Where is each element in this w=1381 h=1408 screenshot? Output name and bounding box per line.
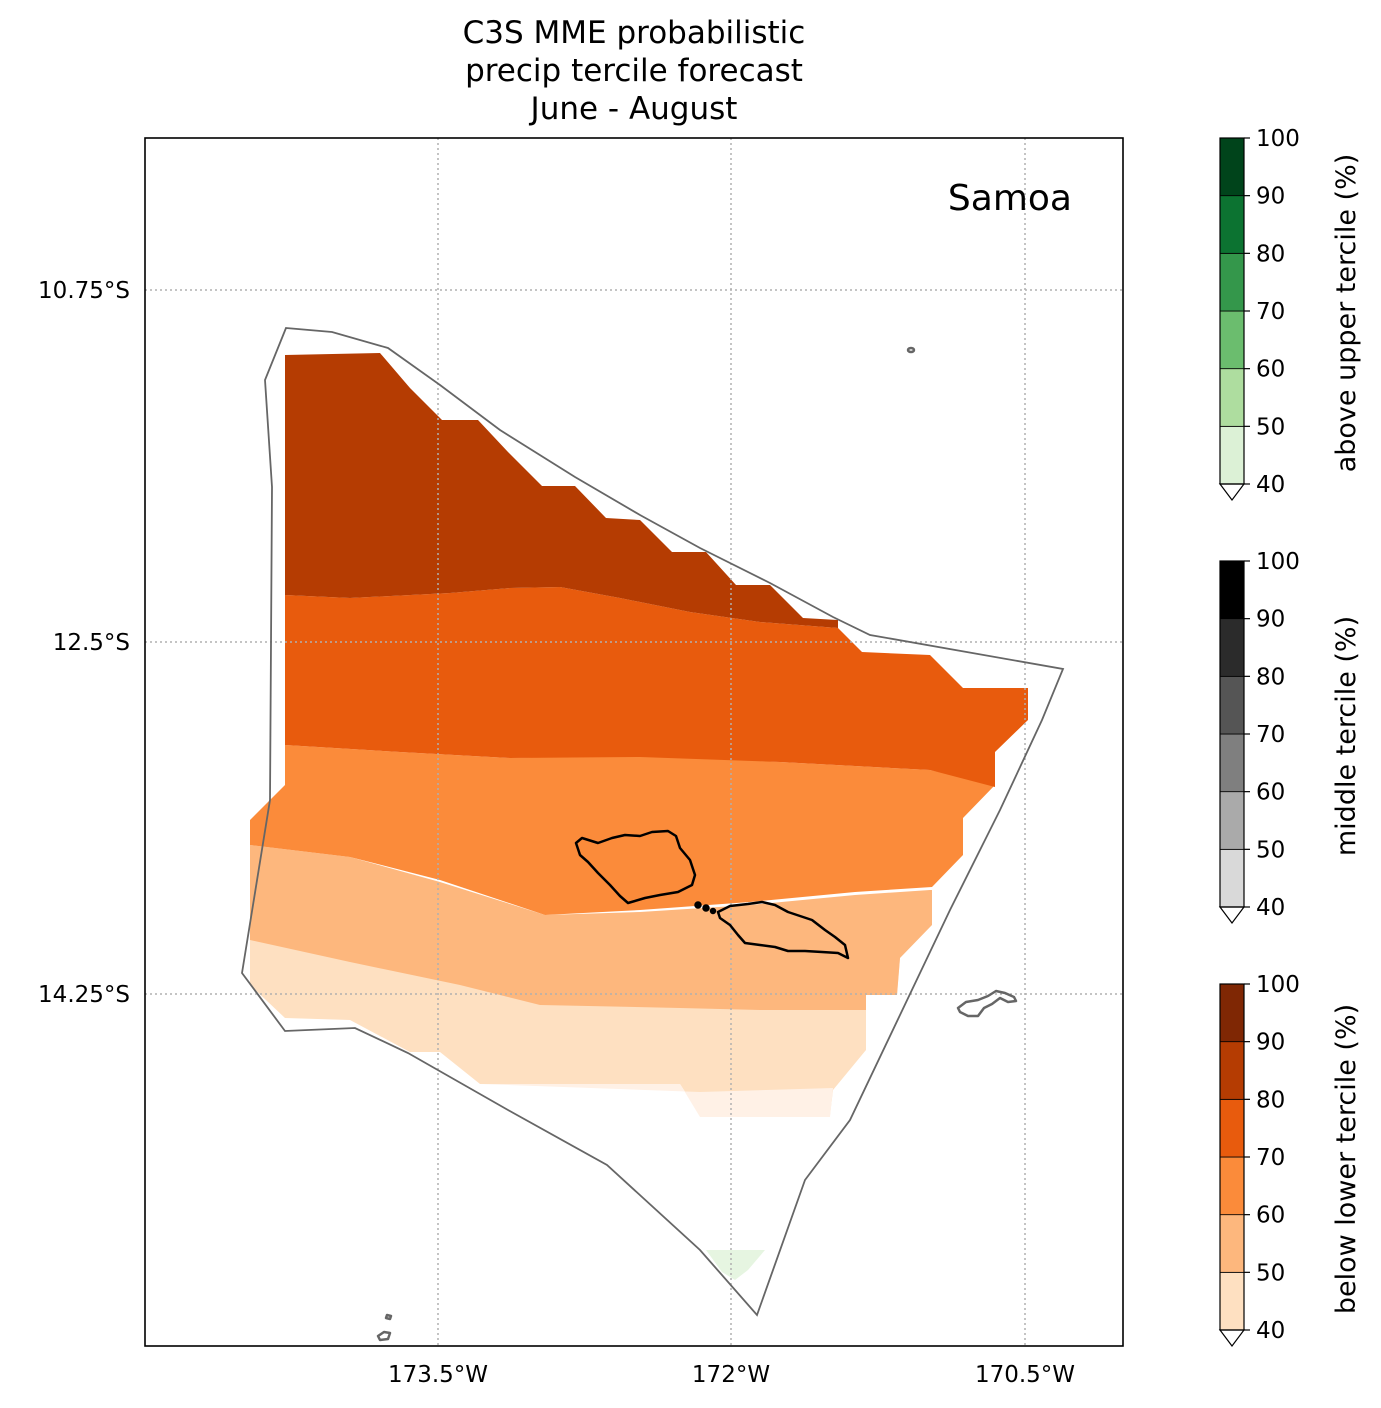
- colorbar-tick-label: 80: [1256, 241, 1285, 267]
- lon-tick-labels: 173.5°W 172°W 170.5°W: [388, 1362, 1075, 1388]
- map-frame: [144, 137, 1124, 1347]
- colorbar-tick-label: 90: [1256, 607, 1285, 633]
- colorbar-swatch: [1219, 1271, 1245, 1331]
- lon-tick-label: 170.5°W: [975, 1362, 1075, 1388]
- colorbar-swatch: [1219, 1041, 1245, 1100]
- manono-islet: [694, 901, 702, 909]
- colorbar-swatch: [1219, 368, 1245, 427]
- colorbar-label: above upper tercile (%): [1331, 154, 1362, 473]
- colorbar-swatch: [1219, 733, 1245, 793]
- swains-island: [906, 346, 916, 354]
- colorbar-swatch: [1219, 425, 1245, 485]
- colorbar-tick-label: 90: [1256, 184, 1285, 210]
- neighbor-islands: [376, 346, 1018, 1342]
- lat-tick-label: 12.5°S: [53, 630, 130, 656]
- wallis-futuna-islands: [376, 1313, 393, 1342]
- colorbar-swatch: [1219, 1156, 1245, 1216]
- lat-tick-labels: 10.75°S 12.5°S 14.25°S: [38, 278, 130, 1008]
- map-panel: Samoa: [144, 137, 1124, 1347]
- colorbar-tick-label: 100: [1256, 549, 1300, 575]
- colorbar-tick-label: 60: [1256, 780, 1285, 806]
- colorbar-extend-arrow: [1218, 1329, 1246, 1347]
- colorbar-tick-label: 70: [1256, 299, 1285, 325]
- colorbar-tick-label: 40: [1256, 1318, 1285, 1344]
- colorbar-3: 40 50 60 70 80 90 100 below lower tercile (%): [1218, 972, 1362, 1347]
- samoa-coastline: [574, 829, 850, 960]
- band-60-70: [250, 745, 995, 915]
- colorbar-tick-label: 40: [1256, 472, 1285, 498]
- savaii-island: [574, 829, 697, 905]
- colorbar-swatch: [1219, 983, 1245, 1043]
- tutuila-island: [956, 989, 1018, 1018]
- colorbar-tick-label: 70: [1256, 722, 1285, 748]
- colorbar-tick-label: 90: [1256, 1030, 1285, 1056]
- lat-tick-label: 14.25°S: [38, 982, 130, 1008]
- colorbar-tick-label: 60: [1256, 357, 1285, 383]
- region-label: Samoa: [948, 178, 1072, 219]
- colorbar-tick-label: 50: [1256, 414, 1285, 440]
- colorbar-extend-arrow: [1218, 483, 1246, 501]
- colorbar-swatch: [1219, 618, 1245, 677]
- band-80-90: [285, 353, 838, 628]
- colorbar-1: 40 50 60 70 80 90 100 above upper tercile (%): [1218, 126, 1362, 501]
- colorbar-swatch: [1219, 1214, 1245, 1273]
- colorbar-swatch: [1219, 310, 1245, 370]
- colorbar-swatch: [1219, 195, 1245, 254]
- colorbar-tick-label: 80: [1256, 1087, 1285, 1113]
- colorbar-tick-label: 50: [1256, 1260, 1285, 1286]
- islet: [709, 907, 717, 915]
- colorbar-swatch: [1219, 675, 1245, 735]
- colorbar-tick-label: 80: [1256, 664, 1285, 690]
- colorbar-tick-label: 70: [1256, 1145, 1285, 1171]
- colorbar-swatch: [1219, 560, 1245, 620]
- band-70-80: [285, 587, 1028, 787]
- lat-tick-label: 10.75°S: [38, 278, 130, 304]
- lon-tick-label: 172°W: [692, 1362, 770, 1388]
- colorbar-swatch: [1219, 791, 1245, 850]
- chart-title: C3S MME probabilistic precip tercile for…: [145, 14, 1123, 128]
- colorbar-label: middle tercile (%): [1331, 616, 1362, 856]
- gridlines: [145, 138, 1123, 1346]
- colorbar-tick-label: 60: [1256, 1203, 1285, 1229]
- apolima-islet: [702, 904, 710, 912]
- lon-tick-label: 173.5°W: [388, 1362, 488, 1388]
- colorbar-tick-label: 50: [1256, 837, 1285, 863]
- colorbar-swatch: [1219, 137, 1245, 197]
- title-line-1: C3S MME probabilistic: [462, 15, 806, 51]
- forecast-bands: [250, 353, 1028, 1280]
- colorbar-extend-arrow: [1218, 906, 1246, 924]
- colorbar-swatch: [1219, 1098, 1245, 1158]
- band-40-50-edge: [480, 1084, 833, 1117]
- colorbar-swatch: [1219, 252, 1245, 312]
- colorbar-2: 40 50 60 70 80 90 100 middle tercile (%): [1218, 549, 1362, 924]
- title-line-2: precip tercile forecast: [465, 53, 803, 89]
- colorbar-tick-label: 40: [1256, 895, 1285, 921]
- upolu-island: [716, 900, 850, 960]
- colorbar-tick-label: 100: [1256, 126, 1300, 152]
- colorbar-swatch: [1219, 848, 1245, 908]
- colorbar-label: below lower tercile (%): [1331, 1004, 1362, 1314]
- band-50-60: [250, 845, 932, 1010]
- above-tercile-patch: [706, 1250, 765, 1280]
- colorbar-tick-label: 100: [1256, 972, 1300, 998]
- title-line-3: June - August: [530, 91, 738, 127]
- eez-outline: [241, 327, 1065, 1317]
